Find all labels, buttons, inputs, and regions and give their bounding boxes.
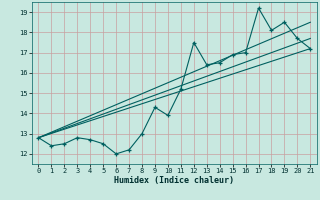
- X-axis label: Humidex (Indice chaleur): Humidex (Indice chaleur): [115, 176, 234, 185]
